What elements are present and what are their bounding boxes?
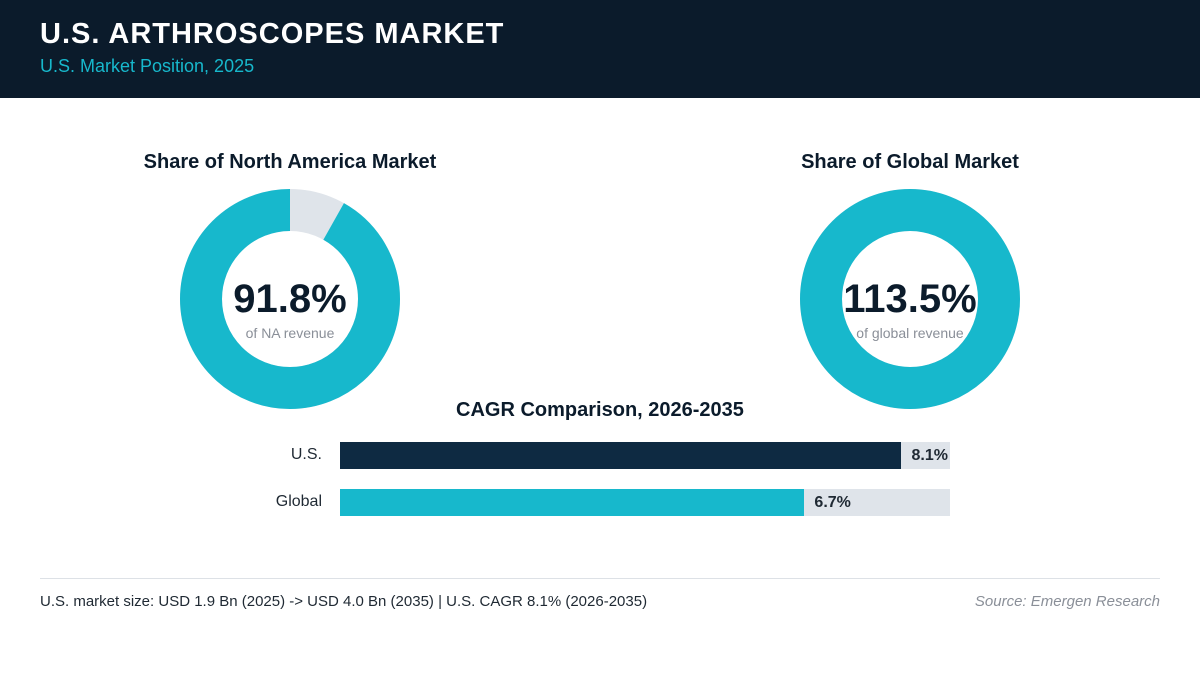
bar-track-us: 8.1%	[340, 442, 950, 469]
footer-note: U.S. market size: USD 1.9 Bn (2025) -> U…	[40, 593, 648, 610]
page-title: U.S. ARTHROSCOPES MARKET	[40, 18, 505, 50]
bar-global	[340, 489, 805, 516]
global-share-caption: of global revenue	[856, 325, 964, 341]
global-share-value: 113.5%	[843, 277, 977, 321]
na-share-arc	[180, 189, 400, 409]
global-share-title: Share of Global Market	[801, 151, 1019, 173]
bar-track-global: 6.7%	[340, 489, 950, 516]
bar-us	[340, 442, 902, 469]
na-share-value: 91.8%	[233, 277, 347, 321]
bar-label-us: U.S.	[290, 446, 322, 463]
cagr-chart-title: CAGR Comparison, 2026-2035	[456, 399, 744, 421]
footer-source: Source: Emergen Research	[974, 593, 1160, 610]
global-share-arc	[800, 189, 1020, 409]
global-share-center: 113.5% of global revenue	[810, 276, 1010, 342]
na-share-title: Share of North America Market	[143, 151, 437, 173]
bar-value-global: 6.7%	[814, 494, 851, 511]
page-subtitle: U.S. Market Position, 2025	[40, 56, 255, 76]
na-share-center: 91.8% of NA revenue	[190, 276, 390, 342]
na-share-caption: of NA revenue	[245, 325, 335, 341]
na-share-donut	[180, 189, 400, 409]
global-share-donut	[800, 189, 1020, 409]
footer-divider	[40, 578, 1160, 579]
header-banner: U.S. ARTHROSCOPES MARKET U.S. Market Pos…	[0, 0, 1200, 98]
bar-value-us: 8.1%	[911, 447, 948, 464]
bar-label-global: Global	[275, 493, 322, 510]
